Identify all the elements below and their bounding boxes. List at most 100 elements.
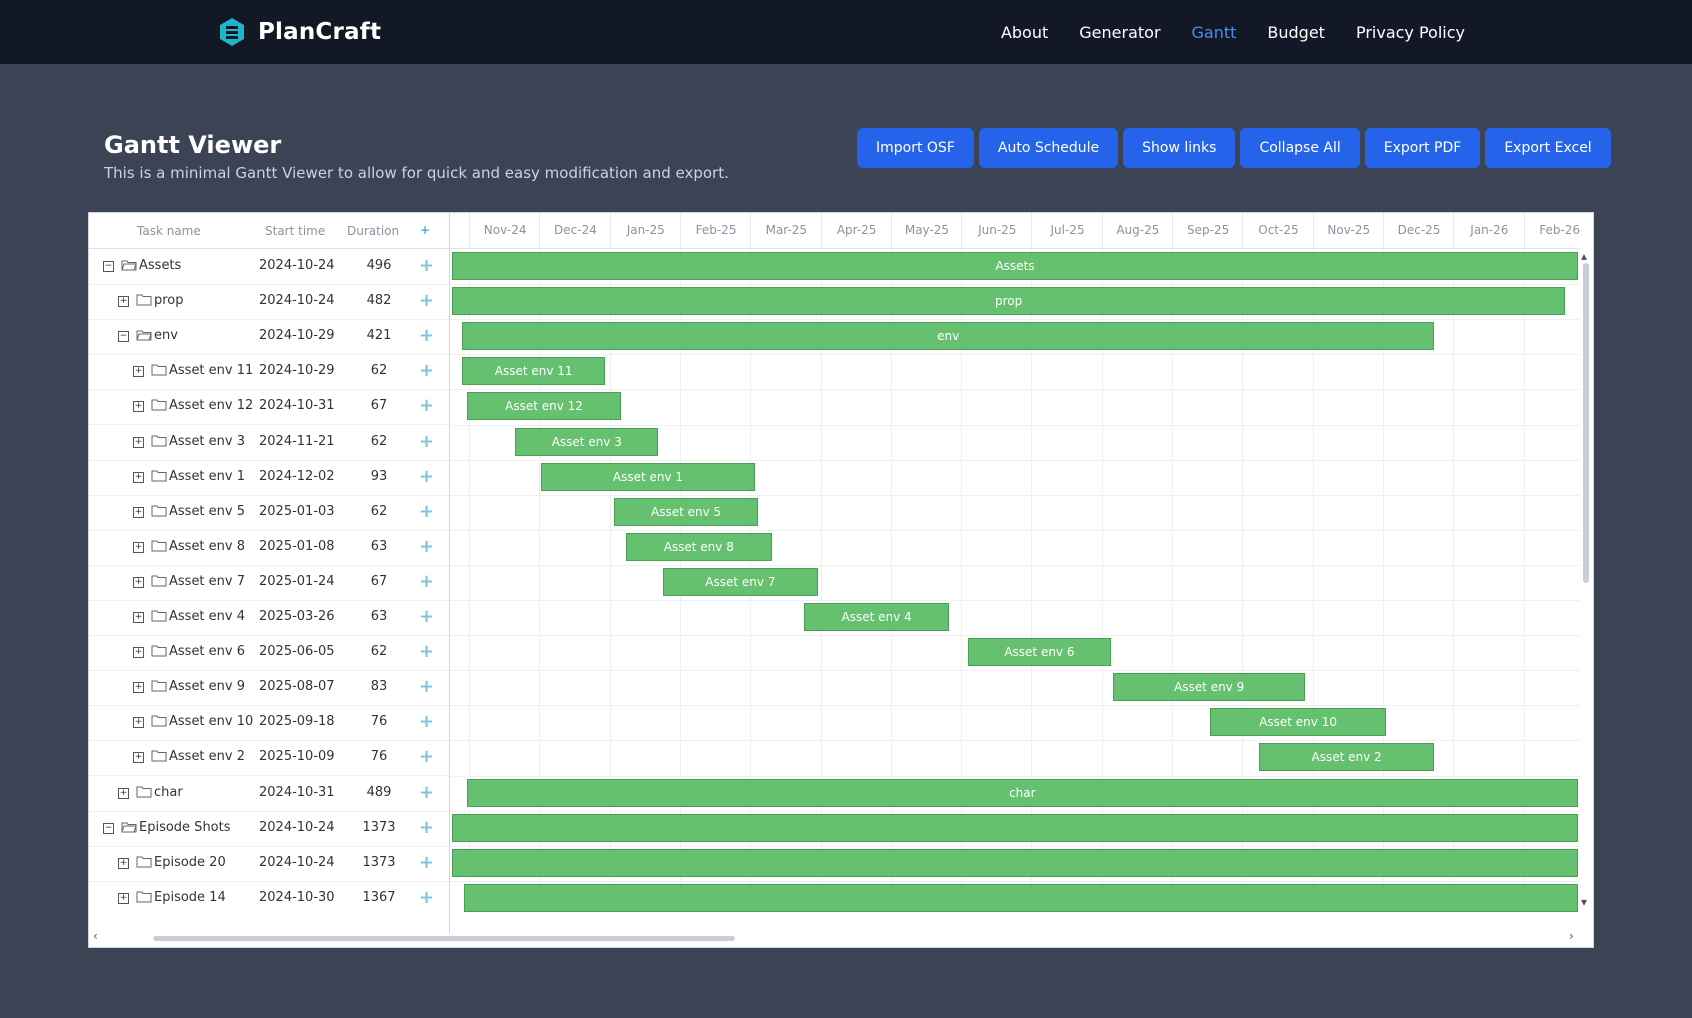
nav-link-gantt[interactable]: Gantt	[1191, 22, 1237, 42]
add-subtask-plus-icon[interactable]: +	[419, 816, 435, 838]
task-bar[interactable]: Asset env 3	[515, 427, 659, 456]
task-bar[interactable]: Asset env 9	[1113, 673, 1305, 702]
add-subtask-plus-icon[interactable]: +	[419, 676, 435, 698]
horizontal-scrollbar[interactable]: ‹ ›	[89, 929, 1593, 945]
add-subtask-plus-icon[interactable]: +	[419, 781, 435, 803]
scroll-left-icon[interactable]: ‹	[93, 929, 98, 943]
task-bar[interactable]: Asset env 4	[803, 603, 950, 631]
add-subtask-plus-icon[interactable]: +	[419, 570, 435, 592]
expand-toggle-icon[interactable]: +	[133, 682, 144, 694]
collapse-all-button[interactable]: Collapse All	[1240, 128, 1360, 168]
task-row[interactable]: − Assets 2024-10-24 496 +	[89, 249, 449, 285]
show-links-button[interactable]: Show links	[1123, 128, 1236, 168]
expand-toggle-icon[interactable]: +	[133, 576, 144, 588]
task-bar[interactable]	[452, 813, 1578, 842]
task-bar[interactable]: Asset env 10	[1210, 708, 1386, 737]
scroll-down-icon[interactable]: ▾	[1581, 895, 1588, 909]
task-row[interactable]: + prop 2024-10-24 482 +	[89, 284, 449, 321]
task-row[interactable]: + char 2024-10-31 489 +	[89, 776, 449, 812]
brand-logo[interactable]: PlanCraft	[218, 17, 381, 47]
import-osf-button[interactable]: Import OSF	[857, 128, 974, 168]
task-row[interactable]: + Asset env 12 2024-10-31 67 +	[89, 389, 449, 426]
expand-toggle-icon[interactable]: +	[118, 857, 129, 869]
column-start-time[interactable]: Start time	[265, 224, 326, 238]
task-bar[interactable]: char	[466, 778, 1578, 807]
task-bar[interactable]: Asset env 1	[540, 462, 756, 491]
column-duration[interactable]: Duration	[347, 224, 400, 238]
expand-toggle-icon[interactable]: +	[118, 787, 129, 799]
task-row[interactable]: + Asset env 3 2024-11-21 62 +	[89, 425, 449, 461]
task-bar[interactable]: Asset env 7	[662, 567, 818, 596]
vertical-scroll-thumb[interactable]	[1583, 263, 1589, 583]
expand-toggle-icon[interactable]: +	[133, 436, 144, 448]
expand-toggle-icon[interactable]: +	[133, 401, 144, 413]
task-row[interactable]: + Asset env 5 2025-01-03 62 +	[89, 495, 449, 531]
task-bar[interactable]: Asset env 6	[967, 638, 1111, 667]
task-row[interactable]: + Asset env 1 2024-12-02 93 +	[89, 460, 449, 496]
add-subtask-plus-icon[interactable]: +	[419, 465, 435, 487]
add-subtask-plus-icon[interactable]: +	[419, 711, 435, 733]
task-bar[interactable]: env	[462, 322, 1435, 351]
expand-toggle-icon[interactable]: +	[133, 471, 144, 483]
collapse-toggle-icon[interactable]: −	[103, 822, 114, 834]
add-subtask-plus-icon[interactable]: +	[419, 360, 435, 382]
expand-toggle-icon[interactable]: +	[133, 506, 144, 518]
task-row[interactable]: − Episode Shots 2024-10-24 1373 +	[89, 811, 449, 847]
task-row[interactable]: + Episode 20 2024-10-24 1373 +	[89, 846, 449, 882]
task-row[interactable]: − env 2024-10-29 421 +	[89, 319, 449, 356]
add-subtask-plus-icon[interactable]: +	[419, 430, 435, 452]
grid-chart-divider[interactable]	[449, 213, 450, 933]
add-subtask-plus-icon[interactable]: +	[419, 851, 435, 873]
expand-toggle-icon[interactable]: +	[133, 752, 144, 764]
task-bar[interactable]: Asset env 11	[462, 357, 606, 386]
nav-link-about[interactable]: About	[1000, 22, 1049, 42]
task-bar[interactable]: Asset env 12	[466, 392, 622, 421]
expand-toggle-icon[interactable]: +	[133, 647, 144, 659]
task-bar[interactable]: Asset env 2	[1258, 743, 1435, 772]
auto-schedule-button[interactable]: Auto Schedule	[978, 128, 1119, 168]
export-pdf-button[interactable]: Export PDF	[1364, 128, 1481, 168]
task-row[interactable]: + Episode 14 2024-10-30 1367 +	[89, 881, 449, 909]
task-bar[interactable]: prop	[452, 287, 1566, 316]
column-task-name[interactable]: Task name	[137, 224, 201, 238]
task-row[interactable]: + Asset env 8 2025-01-08 63 +	[89, 530, 449, 566]
collapse-toggle-icon[interactable]: −	[118, 331, 129, 343]
task-row[interactable]: + Asset env 6 2025-06-05 62 +	[89, 635, 449, 672]
task-row[interactable]: + Asset env 4 2025-03-26 63 +	[89, 600, 449, 636]
add-subtask-plus-icon[interactable]: +	[419, 255, 435, 276]
expand-toggle-icon[interactable]: +	[133, 612, 144, 623]
add-subtask-plus-icon[interactable]: +	[419, 641, 435, 663]
task-bar[interactable]	[452, 848, 1578, 877]
expand-toggle-icon[interactable]: +	[118, 892, 129, 904]
task-bar[interactable]: Asset env 8	[626, 532, 772, 561]
nav-link-budget[interactable]: Budget	[1267, 22, 1325, 42]
task-bar[interactable]: Asset env 5	[614, 497, 758, 526]
add-subtask-plus-icon[interactable]: +	[419, 886, 435, 908]
nav-link-generator[interactable]: Generator	[1079, 22, 1161, 42]
expand-toggle-icon[interactable]: +	[118, 296, 129, 308]
add-subtask-plus-icon[interactable]: +	[419, 746, 435, 768]
task-bar[interactable]: Assets	[452, 252, 1578, 280]
scroll-up-icon[interactable]: ▴	[1581, 249, 1588, 263]
expand-toggle-icon[interactable]: +	[133, 717, 144, 729]
horizontal-scroll-thumb[interactable]	[153, 936, 735, 941]
task-row[interactable]: + Asset env 9 2025-08-07 83 +	[89, 670, 449, 707]
nav-link-privacy-policy[interactable]: Privacy Policy	[1355, 22, 1465, 42]
task-bar[interactable]	[464, 883, 1578, 912]
add-subtask-plus-icon[interactable]: +	[419, 606, 435, 627]
add-subtask-plus-icon[interactable]: +	[419, 395, 435, 417]
task-row[interactable]: + Asset env 2 2025-10-09 76 +	[89, 740, 449, 777]
expand-toggle-icon[interactable]: +	[133, 541, 144, 553]
collapse-toggle-icon[interactable]: −	[103, 261, 114, 272]
vertical-scrollbar[interactable]: ▴ ▾	[1580, 249, 1592, 909]
add-subtask-plus-icon[interactable]: +	[419, 325, 435, 347]
add-subtask-plus-icon[interactable]: +	[419, 535, 435, 557]
export-excel-button[interactable]: Export Excel	[1485, 128, 1611, 168]
add-task-plus-icon[interactable]: +	[420, 223, 431, 237]
add-subtask-plus-icon[interactable]: +	[419, 290, 435, 312]
task-row[interactable]: + Asset env 7 2025-01-24 67 +	[89, 565, 449, 601]
task-row[interactable]: + Asset env 11 2024-10-29 62 +	[89, 354, 449, 391]
scroll-right-icon[interactable]: ›	[1569, 929, 1574, 943]
add-subtask-plus-icon[interactable]: +	[419, 500, 435, 522]
expand-toggle-icon[interactable]: +	[133, 366, 144, 378]
